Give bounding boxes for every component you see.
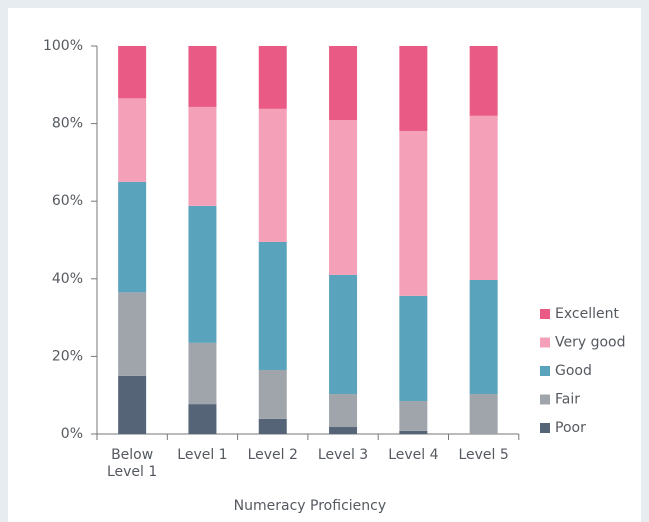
bar-segment <box>188 46 217 107</box>
bar-segment <box>258 108 287 242</box>
bar-segment <box>118 181 147 293</box>
x-tick-label: Below Level 1 <box>106 447 158 480</box>
legend-label: Excellent <box>555 306 619 322</box>
bar-segment <box>118 375 147 434</box>
bar-segment <box>258 418 287 434</box>
bar-segment <box>469 279 498 395</box>
x-axis-title: Numeracy Proficiency <box>234 498 386 514</box>
bar-segment <box>118 292 147 376</box>
legend-label: Good <box>555 363 592 379</box>
x-tick-label: Level 5 <box>458 447 509 463</box>
bar-segment <box>258 241 287 370</box>
bar-segment <box>329 274 358 395</box>
bar-segment <box>399 46 428 131</box>
legend-swatch <box>540 423 550 433</box>
bar-segment <box>399 295 428 402</box>
x-tick-label: Level 1 <box>177 447 228 463</box>
y-tick-label: 20% <box>52 348 83 364</box>
legend-swatch <box>540 366 550 376</box>
x-tick-label: Level 2 <box>247 447 298 463</box>
legend-swatch <box>540 337 550 348</box>
x-tick-label: Level 3 <box>317 447 369 463</box>
bar-segment <box>188 404 217 434</box>
bar-segment <box>118 98 147 182</box>
bar-segment <box>329 46 358 121</box>
legend-swatch <box>540 394 550 405</box>
bar-segment <box>399 130 428 296</box>
bar-segment <box>329 394 358 428</box>
bar-segment <box>188 342 217 405</box>
y-tick-label: 40% <box>52 271 83 287</box>
bar-segment <box>469 115 498 280</box>
bar-segment <box>399 401 428 431</box>
panel <box>8 8 641 522</box>
y-tick-label: 80% <box>52 116 83 132</box>
legend-label: Very good <box>555 335 626 351</box>
bar-segment <box>329 427 358 434</box>
bar-segment <box>329 120 358 275</box>
bar-segment <box>399 430 428 434</box>
bar-segment <box>258 46 287 109</box>
bar-segment <box>469 46 498 116</box>
legend-label: Fair <box>555 392 580 408</box>
bar-segment <box>188 205 217 343</box>
bar-segment <box>188 106 217 206</box>
bar-segment <box>118 46 147 99</box>
bar-segment <box>469 394 498 434</box>
bar-segment <box>258 369 287 419</box>
x-tick-label: Level 4 <box>388 447 439 463</box>
legend-swatch <box>540 309 550 319</box>
y-tick-label: 100% <box>43 38 83 54</box>
y-tick-label: 0% <box>61 426 83 442</box>
y-tick-label: 60% <box>52 193 83 209</box>
legend-label: Poor <box>555 420 586 436</box>
